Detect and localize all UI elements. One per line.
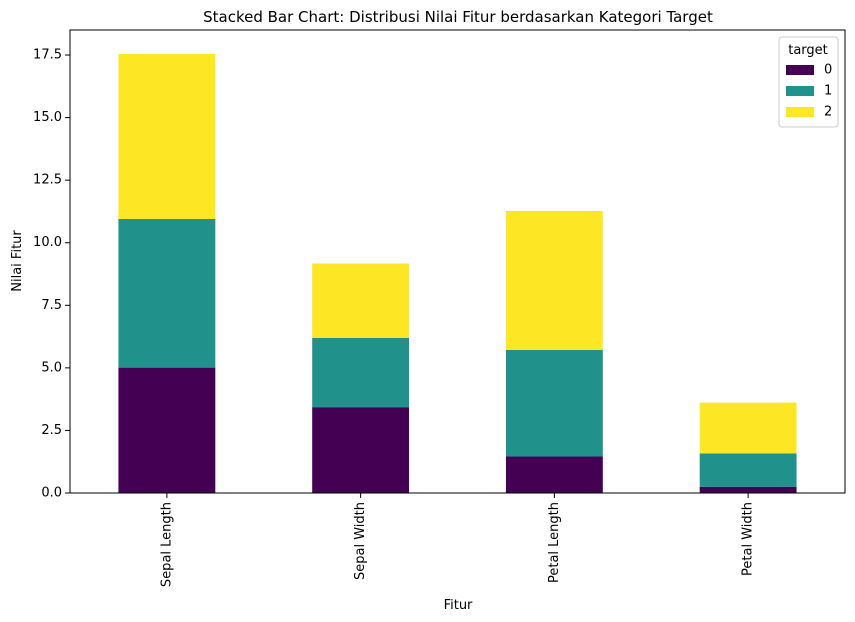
y-tick-label: 7.5 xyxy=(41,298,62,313)
y-tick-label: 12.5 xyxy=(33,173,62,188)
bar-sepal-length-target-0 xyxy=(118,367,216,493)
bar-petal-width-target-1 xyxy=(699,453,797,487)
bar-petal-length-target-2 xyxy=(505,210,603,350)
y-tick-label: 5.0 xyxy=(41,360,62,375)
bar-petal-length-target-1 xyxy=(505,349,603,457)
plot-frame xyxy=(69,29,846,494)
bar-sepal-width-target-2 xyxy=(312,263,410,338)
y-tick-label: 10.0 xyxy=(33,235,62,250)
y-axis-label: Nilai Fitur xyxy=(10,230,25,292)
legend-swatch-1 xyxy=(786,86,814,96)
y-tick-label: 15.0 xyxy=(33,110,62,125)
plot-area xyxy=(118,54,797,493)
legend-title: target xyxy=(788,43,828,58)
y-tick-label: 2.5 xyxy=(41,423,62,438)
bar-sepal-width-target-1 xyxy=(312,337,410,408)
chart-title: Stacked Bar Chart: Distribusi Nilai Fitu… xyxy=(203,8,713,26)
legend-label-1: 1 xyxy=(824,84,832,99)
x-axis-label: Fitur xyxy=(444,598,473,613)
x-tick-label: Petal Width xyxy=(741,502,756,576)
bar-sepal-length-target-1 xyxy=(118,218,216,368)
y-tick-label: 0.0 xyxy=(41,486,62,501)
legend-swatch-0 xyxy=(786,65,814,75)
x-tick-label: Petal Length xyxy=(547,502,562,583)
bar-petal-width-target-2 xyxy=(699,402,797,454)
bar-petal-width-target-0 xyxy=(699,486,797,493)
x-tick-label: Sepal Width xyxy=(353,502,368,580)
legend-label-0: 0 xyxy=(824,63,832,78)
legend-swatch-2 xyxy=(786,107,814,117)
y-tick-label: 17.5 xyxy=(33,48,62,63)
bar-sepal-width-target-0 xyxy=(312,407,410,493)
legend: target 0 1 2 xyxy=(778,36,839,128)
legend-label-2: 2 xyxy=(824,105,832,120)
bar-petal-length-target-0 xyxy=(505,456,603,493)
legend-box xyxy=(778,36,839,128)
x-tick-label: Sepal Length xyxy=(159,502,174,587)
bar-sepal-length-target-2 xyxy=(118,54,216,219)
